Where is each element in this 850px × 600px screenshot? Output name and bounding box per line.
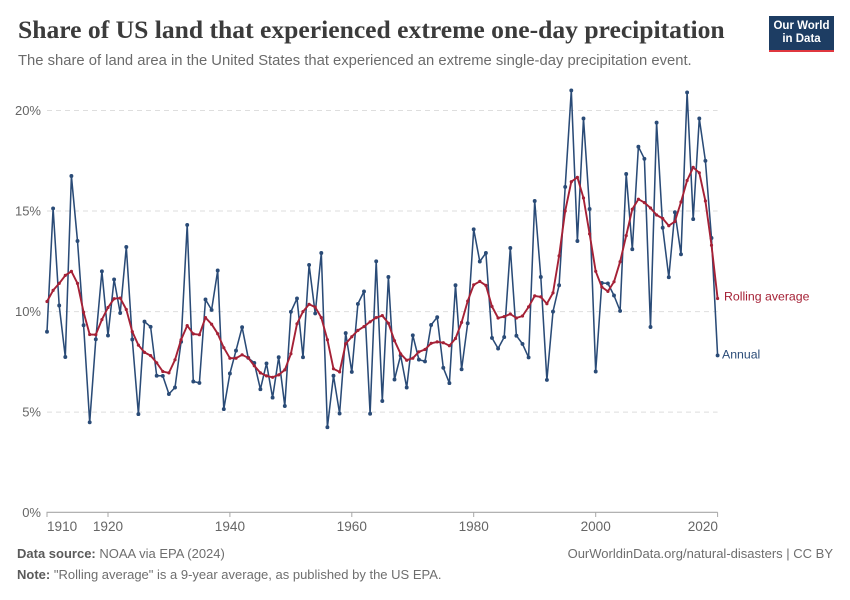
svg-text:Annual: Annual [722, 348, 760, 362]
svg-text:1980: 1980 [459, 519, 490, 534]
svg-text:1920: 1920 [93, 519, 124, 534]
svg-text:1910: 1910 [47, 519, 78, 534]
svg-text:1960: 1960 [337, 519, 368, 534]
svg-text:0%: 0% [22, 505, 41, 520]
svg-text:1940: 1940 [215, 519, 246, 534]
svg-text:2000: 2000 [581, 519, 612, 534]
svg-text:10%: 10% [15, 304, 41, 319]
svg-text:Rolling average: Rolling average [724, 290, 810, 304]
svg-text:5%: 5% [22, 405, 41, 420]
svg-text:2020: 2020 [688, 519, 719, 534]
svg-text:15%: 15% [15, 204, 41, 219]
svg-text:20%: 20% [15, 103, 41, 118]
